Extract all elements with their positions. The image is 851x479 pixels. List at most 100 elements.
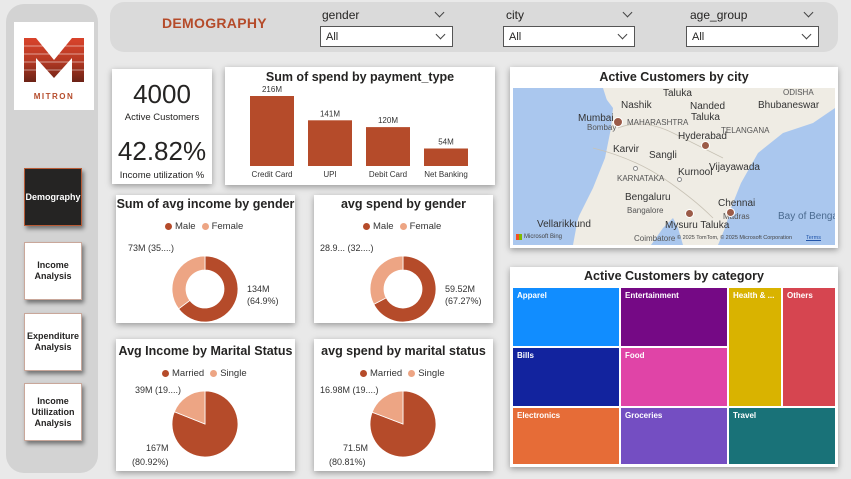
city-bubble-mumbai[interactable] [613, 117, 623, 127]
legend-dot-male [165, 223, 172, 230]
age-group-dropdown-value: All [692, 31, 705, 43]
logo: MITRON [14, 22, 94, 110]
payment-type-chart: Sum of spend by payment_type 216M Credit … [225, 67, 495, 185]
slicer-label-city: city [506, 8, 524, 22]
slicer-label-gender: gender [322, 8, 360, 22]
legend-dot-male [363, 223, 370, 230]
spend-by-marital-chart: avg spend by marital status Married Sing… [314, 339, 493, 471]
map-copyright: © 2025 TomTom, © 2025 Microsoft Corporat… [677, 235, 793, 241]
slice-male[interactable] [178, 255, 239, 323]
bar-debit-card[interactable] [366, 127, 410, 166]
legend-dot-single [210, 370, 218, 377]
tile-health[interactable]: Health & ... [728, 287, 782, 407]
data-label-male-percent: (67.27%) [445, 296, 482, 306]
data-label-married: 167M [146, 443, 169, 453]
age-group-dropdown[interactable]: All [686, 26, 819, 47]
income-utilization-value: 42.82% [117, 136, 207, 166]
income-by-gender-chart: Sum of avg income by gender Male Female … [116, 195, 295, 323]
chart-title: Active Customers by city [599, 70, 749, 84]
city-map-card: Active Customers by city Talukа Nashik N… [510, 67, 838, 248]
page-title: DEMOGRAPHY [162, 15, 267, 31]
pie-plot [369, 390, 437, 458]
map-marker [677, 177, 682, 182]
active-customers-label: Active Customers [124, 112, 200, 123]
legend: Male Female [165, 221, 243, 232]
category-treemap-card: Active Customers by category Apparel Ent… [510, 267, 838, 467]
bar-net-banking[interactable] [424, 148, 468, 167]
city-bubble-bengaluru[interactable] [685, 209, 694, 218]
spend-by-gender-chart: avg spend by gender Male Female 28.9... … [314, 195, 493, 323]
bar-upi[interactable] [308, 120, 352, 166]
nav-income-analysis[interactable]: Income Analysis [24, 242, 82, 300]
bar-data-label: 120M [378, 116, 398, 125]
chart-title: Sum of spend by payment_type [265, 70, 455, 84]
category-label: Debit Card [369, 170, 407, 179]
gender-dropdown[interactable]: All [320, 26, 453, 47]
tile-groceries[interactable]: Groceries [620, 407, 728, 465]
city-bubble-chennai[interactable] [726, 208, 735, 217]
legend-dot-married [162, 370, 169, 377]
nav-demography[interactable]: Demography [24, 168, 82, 226]
logo-text: MITRON [33, 92, 75, 101]
income-utilization-label: Income utilization % [119, 170, 205, 181]
bar-credit-card[interactable] [250, 96, 294, 166]
donut-plot [171, 255, 239, 323]
legend: Married Single [162, 368, 247, 379]
bar-data-label: 216M [262, 85, 282, 94]
city-bubble-hyderabad[interactable] [701, 141, 710, 150]
chart-title: avg spend by gender [340, 197, 467, 211]
bar-chart-plot: 216M Credit Card 141M UPI 120M Debit Card 54M N… [250, 85, 468, 179]
slice-female[interactable] [171, 255, 206, 310]
india-land-shape [513, 88, 835, 245]
tile-travel[interactable]: Travel [728, 407, 836, 465]
tile-apparel[interactable]: Apparel [512, 287, 620, 347]
nav-income-utilization-analysis[interactable]: Income Utilization Analysis [24, 383, 82, 441]
tile-entertainment[interactable]: Entertainment [620, 287, 728, 347]
nav-expenditure-analysis[interactable]: Expenditure Analysis [24, 313, 82, 371]
chevron-down-icon [435, 29, 446, 40]
data-label-female: 28.9... (32....) [320, 243, 374, 253]
city-dropdown-value: All [509, 31, 522, 43]
legend-dot-female [201, 223, 209, 230]
data-label-male: 134M [247, 284, 270, 294]
data-label-male-percent: (64.9%) [247, 296, 279, 306]
tile-food[interactable]: Food [620, 347, 728, 407]
pie-plot [171, 390, 239, 458]
legend: Married Single [360, 368, 445, 379]
city-dropdown[interactable]: All [503, 26, 635, 47]
data-label-single: 16.98M (19....) [320, 385, 379, 395]
slice-single[interactable] [371, 390, 404, 425]
category-label: UPI [323, 170, 336, 179]
tile-others[interactable]: Others [782, 287, 836, 407]
category-label: Credit Card [252, 170, 293, 179]
tile-bills[interactable]: Bills [512, 347, 620, 407]
chevron-down-icon [801, 29, 812, 40]
chart-title: avg spend by marital status [321, 344, 486, 358]
slice-female[interactable] [369, 255, 404, 305]
legend: Male Female [363, 221, 441, 232]
legend-dot-single [408, 370, 416, 377]
slice-male[interactable] [373, 255, 437, 323]
data-label-married: 71.5M [343, 443, 369, 453]
data-label-single: 39M (19....) [135, 385, 182, 395]
slice-single[interactable] [173, 390, 206, 425]
legend-dot-married [360, 370, 367, 377]
kpi-card: 4000 Active Customers 42.82% Income util… [112, 69, 212, 184]
data-label-married-percent: (80.92%) [132, 457, 169, 467]
tile-electronics[interactable]: Electronics [512, 407, 620, 465]
chevron-down-icon [617, 29, 628, 40]
active-customers-value: 4000 [133, 79, 191, 109]
map-terms-link[interactable]: Terms [806, 235, 821, 241]
chart-title: Avg Income by Marital Status [118, 344, 293, 358]
data-label-male: 59.52M [445, 284, 476, 294]
map-canvas[interactable]: Talukа Nashik Nanded Mumbai Bombay Taluk… [513, 88, 835, 245]
microsoft-logo-icon [516, 234, 522, 240]
bar-data-label: 54M [438, 138, 454, 147]
gender-dropdown-value: All [326, 31, 339, 43]
bar-data-label: 141M [320, 109, 340, 118]
donut-plot [369, 255, 437, 323]
slicer-label-age-group: age_group [690, 8, 748, 22]
data-label-married-percent: (80.81%) [329, 457, 366, 467]
bing-attribution: Microsoft Bing [516, 234, 562, 240]
income-by-marital-chart: Avg Income by Marital Status Married Sin… [116, 339, 295, 471]
